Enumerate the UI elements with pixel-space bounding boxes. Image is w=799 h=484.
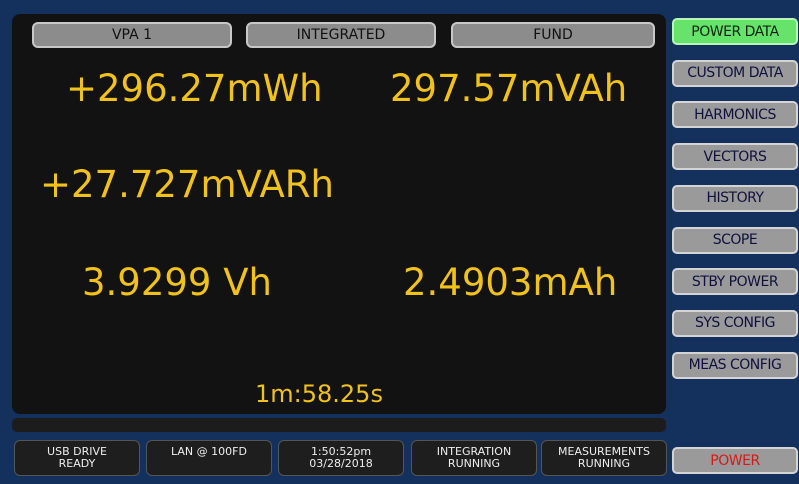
label: USB DRIVE bbox=[47, 445, 107, 458]
label: HARMONICS bbox=[694, 106, 776, 123]
label: SYS CONFIG bbox=[694, 315, 776, 332]
menu-button[interactable]: STBY POWER bbox=[672, 268, 798, 296]
label: MEASUREMENTS bbox=[558, 445, 650, 458]
status-box: LAN @ 100FD bbox=[146, 440, 272, 476]
power-button[interactable]: POWER bbox=[672, 447, 798, 474]
display-panel bbox=[12, 14, 666, 414]
label: 1:50:52pm bbox=[310, 445, 372, 458]
tab-button[interactable]: VPA 1 bbox=[32, 22, 232, 48]
reading: +296.27mWh bbox=[66, 70, 323, 107]
label: FUND bbox=[533, 27, 573, 43]
label: VPA 1 bbox=[111, 27, 153, 43]
label: POWER bbox=[710, 452, 760, 469]
label: INTEGRATION bbox=[436, 445, 512, 458]
label: POWER DATA bbox=[691, 23, 779, 40]
label: STBY POWER bbox=[691, 273, 779, 290]
menu-button[interactable]: VECTORS bbox=[672, 143, 798, 171]
label: +27.727mVARh bbox=[40, 163, 334, 206]
label: RUNNING bbox=[447, 457, 501, 470]
menu-button[interactable]: SCOPE bbox=[672, 226, 798, 254]
status-box: MEASUREMENTS RUNNING bbox=[541, 440, 667, 476]
label: 03/28/2018 bbox=[309, 457, 373, 470]
label: 3.9299 Vh bbox=[82, 261, 272, 304]
menu-button[interactable]: SYS CONFIG bbox=[672, 309, 798, 337]
label: +296.27mWh bbox=[66, 67, 323, 110]
label: HISTORY bbox=[706, 190, 765, 207]
menu-button[interactable]: HISTORY bbox=[672, 184, 798, 212]
reading: 2.4903mAh bbox=[403, 264, 617, 301]
label: MEAS CONFIG bbox=[688, 357, 782, 374]
tab-button[interactable]: INTEGRATED bbox=[246, 22, 436, 48]
message-strip bbox=[12, 418, 666, 432]
label: 297.57mVAh bbox=[390, 67, 628, 110]
status-box: USB DRIVE READY bbox=[14, 440, 140, 476]
reading: +27.727mVARh bbox=[40, 166, 334, 203]
reading: 3.9299 Vh bbox=[82, 264, 272, 301]
menu-button[interactable]: CUSTOM DATA bbox=[672, 59, 798, 87]
label: SCOPE bbox=[712, 232, 758, 248]
status-box: 1:50:52pm 03/28/2018 bbox=[278, 440, 404, 476]
menu-button[interactable]: HARMONICS bbox=[672, 101, 798, 129]
tab-button[interactable]: FUND bbox=[451, 22, 655, 48]
label: CUSTOM DATA bbox=[687, 65, 783, 82]
label: LAN @ 100FD bbox=[171, 445, 247, 458]
label: 2.4903mAh bbox=[403, 261, 618, 304]
reading: 297.57mVAh bbox=[390, 70, 627, 107]
status-box: INTEGRATION RUNNING bbox=[411, 440, 537, 476]
elapsed-time: 1m:58.25s bbox=[255, 382, 383, 406]
label: READY bbox=[58, 457, 96, 470]
label: RUNNING bbox=[577, 457, 631, 470]
label: INTEGRATED bbox=[296, 27, 386, 43]
menu-button[interactable]: POWER DATA bbox=[672, 18, 798, 45]
label: 1m:58.25s bbox=[255, 380, 383, 408]
menu-button[interactable]: MEAS CONFIG bbox=[672, 351, 798, 379]
label: VECTORS bbox=[703, 148, 767, 165]
